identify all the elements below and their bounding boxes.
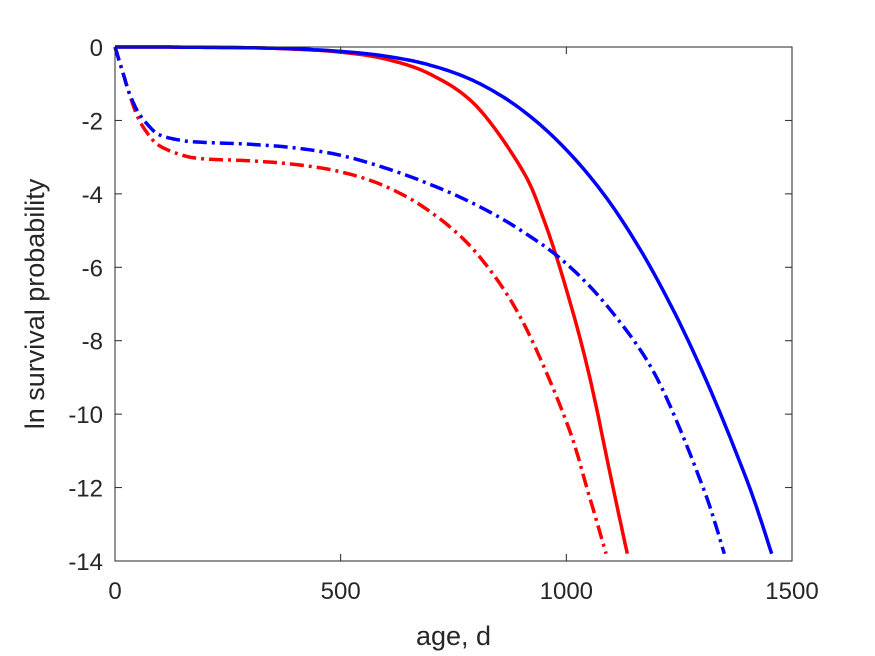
y-axis-title: ln survival probability bbox=[20, 178, 50, 429]
axes-box bbox=[114, 46, 793, 562]
x-tick-label: 500 bbox=[321, 578, 361, 605]
y-tick-label: -8 bbox=[82, 329, 103, 356]
y-axis-ticks: 0 -2 -4 -6 -8 -10 -12 -14 bbox=[68, 35, 792, 576]
y-tick-label: -12 bbox=[68, 476, 103, 503]
x-axis-ticks: 0 500 1000 1500 bbox=[108, 47, 819, 605]
y-tick-label: -6 bbox=[82, 255, 103, 282]
y-tick-label: -4 bbox=[82, 182, 103, 209]
y-tick-label: -14 bbox=[68, 549, 103, 576]
x-tick-label: 1500 bbox=[765, 578, 818, 605]
y-tick-label: -2 bbox=[82, 108, 103, 135]
plot-area bbox=[115, 47, 792, 561]
x-tick-label: 0 bbox=[108, 578, 121, 605]
x-tick-label: 1000 bbox=[540, 578, 593, 605]
x-axis-title: age, d bbox=[416, 621, 491, 651]
series-line-4 bbox=[113, 46, 726, 555]
y-tick-label: 0 bbox=[90, 35, 103, 62]
y-tick-label: -10 bbox=[68, 402, 103, 429]
